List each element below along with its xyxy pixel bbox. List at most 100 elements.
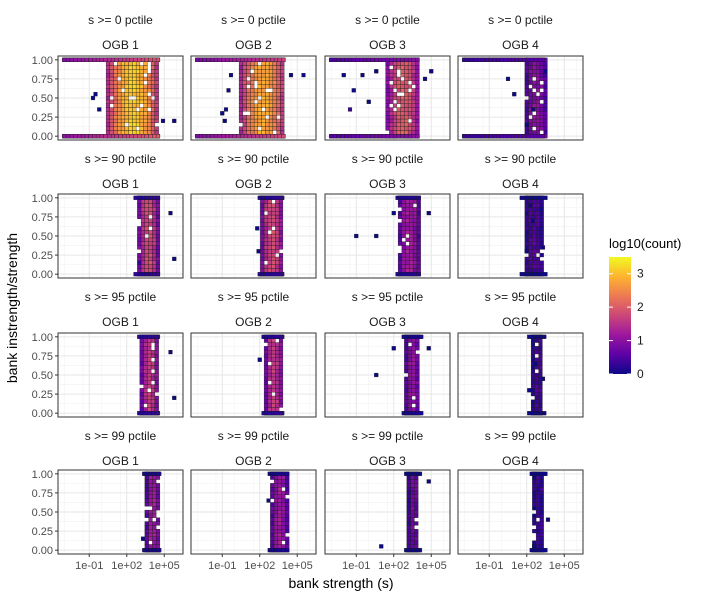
heatmap-cell bbox=[242, 126, 247, 131]
heatmap-cell bbox=[532, 226, 537, 231]
heatmap-cell bbox=[148, 199, 153, 204]
heatmap-cell bbox=[532, 475, 537, 480]
heatmap-cells bbox=[266, 471, 290, 553]
heatmap-cell bbox=[530, 380, 536, 385]
heatmap-cell bbox=[250, 126, 255, 131]
heatmap-cell bbox=[253, 73, 259, 78]
heatmap-cell bbox=[532, 471, 537, 476]
heatmap-cell bbox=[147, 403, 152, 408]
x-tick-label: 1e+05 bbox=[149, 560, 180, 572]
heatmap-cell bbox=[143, 95, 148, 101]
heatmap-cell bbox=[385, 118, 390, 123]
heatmap-cell bbox=[535, 76, 541, 81]
heatmap-cell bbox=[524, 268, 529, 273]
heatmap-cell bbox=[155, 502, 161, 507]
heatmap-cell bbox=[409, 207, 414, 212]
heatmap-cell bbox=[144, 134, 149, 139]
heatmap-cell bbox=[401, 272, 406, 277]
heatmap-cell bbox=[144, 268, 149, 273]
heatmap-cell bbox=[120, 80, 126, 85]
heatmap-cell bbox=[539, 61, 544, 66]
heatmap-cell bbox=[275, 372, 280, 378]
heatmap-cell bbox=[277, 494, 282, 499]
heatmap-cell bbox=[400, 88, 405, 93]
heatmap-cell bbox=[273, 536, 279, 541]
heatmap-cell bbox=[124, 69, 129, 74]
heatmap-cell bbox=[407, 346, 413, 351]
heatmap-cell bbox=[267, 264, 272, 269]
heatmap-cell bbox=[143, 369, 148, 374]
heatmap-cell bbox=[147, 380, 152, 385]
heatmap-cell bbox=[385, 57, 390, 62]
x-tick-label: 1e+02 bbox=[511, 560, 542, 572]
heatmap-cell bbox=[267, 195, 272, 200]
heatmap-cell bbox=[397, 253, 403, 258]
heatmap-cell bbox=[144, 207, 149, 212]
heatmap-cell bbox=[267, 403, 272, 408]
heatmap-cell bbox=[406, 502, 411, 507]
heatmap-cell bbox=[275, 342, 280, 347]
heatmap-cell bbox=[154, 365, 159, 370]
heatmap-cell bbox=[273, 475, 279, 480]
heatmap-cell bbox=[148, 260, 153, 265]
heatmap-cell bbox=[275, 392, 280, 397]
heatmap-cell bbox=[263, 207, 269, 212]
heatmap-cell bbox=[132, 69, 137, 74]
heatmap-cell bbox=[411, 407, 416, 412]
heatmap-cell bbox=[278, 369, 284, 374]
heatmap-cell bbox=[416, 226, 421, 231]
x-tick-label: 1e+02 bbox=[111, 560, 142, 572]
heatmap-cell bbox=[409, 268, 414, 273]
heatmap-cell bbox=[267, 384, 272, 389]
heatmap-cell bbox=[389, 73, 394, 78]
heatmap-cell bbox=[522, 134, 527, 139]
heatmap-cell bbox=[535, 230, 541, 235]
panel-border bbox=[190, 469, 317, 555]
heatmap-cell bbox=[532, 529, 537, 534]
heatmap-cell bbox=[273, 525, 279, 530]
heatmap-cell bbox=[278, 264, 284, 269]
heatmap-cell bbox=[406, 498, 411, 503]
heatmap-cell bbox=[147, 122, 152, 127]
heatmap-cell bbox=[528, 253, 533, 258]
heatmap-cell bbox=[535, 494, 541, 499]
heatmap-cell bbox=[139, 76, 144, 81]
heatmap-cell bbox=[263, 256, 269, 261]
heatmap-cell bbox=[273, 502, 279, 507]
heatmap-cell bbox=[80, 134, 86, 139]
heatmap-cell bbox=[148, 498, 153, 503]
heatmap-cell bbox=[257, 92, 262, 97]
heatmap-cell bbox=[532, 494, 537, 499]
heatmap-cell bbox=[407, 107, 413, 112]
heatmap-cell bbox=[543, 195, 548, 200]
heatmap-cell bbox=[405, 272, 410, 277]
heatmap-cell bbox=[137, 207, 142, 212]
heatmap-cell bbox=[539, 103, 544, 108]
heatmap-cell bbox=[128, 80, 133, 85]
heatmap-cell bbox=[411, 350, 416, 355]
heatmap-cell bbox=[275, 237, 280, 242]
heatmap-cell bbox=[139, 95, 144, 101]
heatmap-cell bbox=[519, 195, 524, 200]
heatmap-cell bbox=[377, 57, 383, 62]
heatmap-cell bbox=[140, 268, 146, 273]
heatmap-cell bbox=[113, 92, 118, 97]
heatmap-cell bbox=[250, 122, 255, 127]
heatmap-cell bbox=[539, 69, 544, 74]
heatmap-cell bbox=[275, 241, 280, 246]
heatmap-cell bbox=[148, 548, 153, 553]
heatmap-cell bbox=[107, 134, 112, 139]
heatmap-cell bbox=[535, 115, 541, 120]
heatmap-cell bbox=[528, 241, 533, 246]
heatmap-cell bbox=[109, 88, 114, 93]
heatmap-cell bbox=[267, 260, 272, 265]
heatmap-cell bbox=[539, 118, 544, 123]
heatmap-cell bbox=[247, 134, 252, 139]
heatmap-cell bbox=[154, 115, 159, 120]
heatmap-cell bbox=[410, 521, 415, 526]
heatmap-cell bbox=[415, 80, 420, 85]
heatmap-cell bbox=[532, 479, 537, 484]
heatmap-cell bbox=[277, 483, 282, 488]
heatmap-cell bbox=[260, 253, 265, 258]
